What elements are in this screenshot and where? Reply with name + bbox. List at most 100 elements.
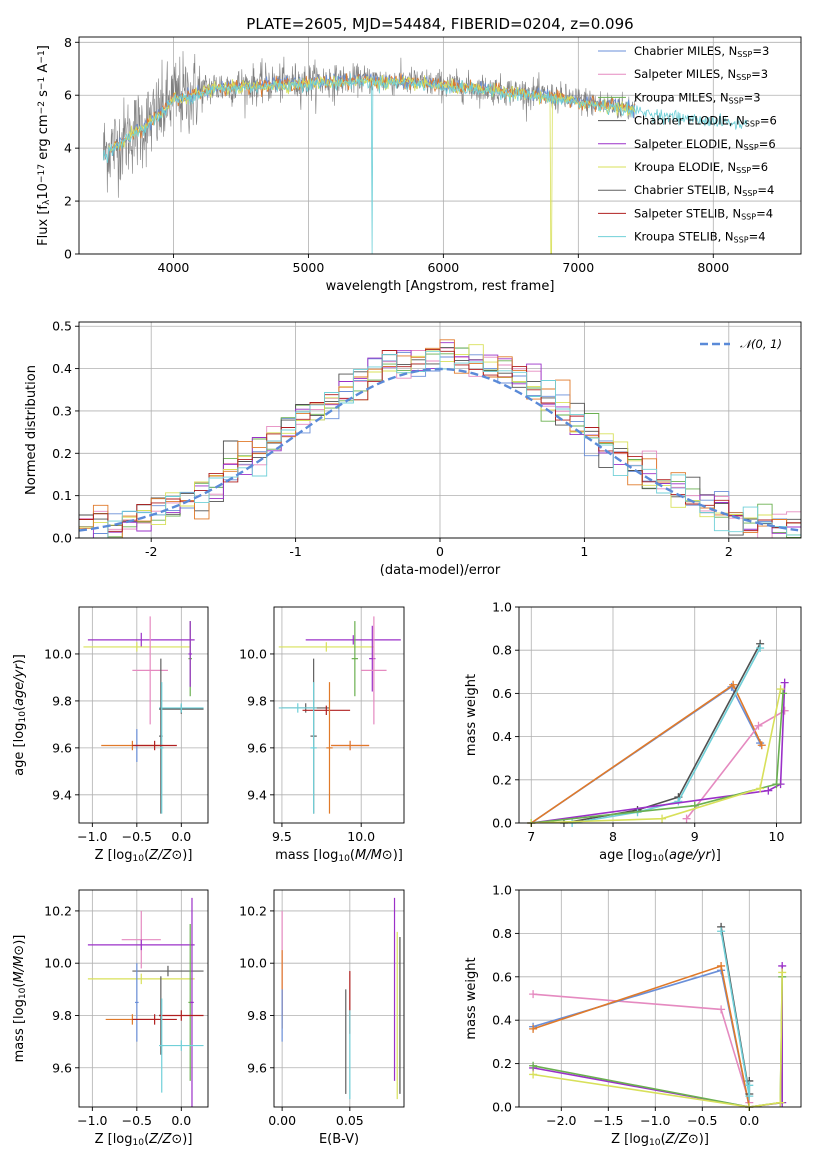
massZ-xlabel-part: Z [log [95,1132,133,1147]
ageZ-xtick-label: −1.0 [77,829,107,844]
mwZ-xtick-label: 0.0 [739,1113,759,1128]
massweight-point-marker [729,680,738,689]
gaussian-reference-line [79,367,799,532]
spec-ylabel-part: Flux [f [36,205,51,246]
massZ-ylabel-part: ( [12,983,27,988]
mwage-xlabel-part: ( [664,848,669,863]
legend-entry-label-part: =4 [749,230,766,244]
massZ-ylabel-part: M/M⊙ [12,945,27,983]
legend-entry-label-part: SSP [734,236,749,245]
massweight-point-marker [776,1098,785,1107]
massZ-ylabel-part: mass [log [12,999,27,1062]
mwage-xlabel-part: 10 [652,854,664,864]
spec-ylabel-part: ] [36,45,51,50]
massweight-series-line [531,688,782,823]
massweight-point-marker [674,797,683,806]
mwage-ylabel: mass weight [464,674,479,756]
spec-ytick-label: 4 [64,141,72,156]
legend-entry-label: Chabrier STELIB, NSSP=4 [634,183,774,198]
legend-entry-label-part: SSP [736,166,751,175]
agemass-xlabel-part: M/M⊙ [355,848,393,863]
ageZ-xlabel-part: Z [log [95,848,133,863]
legend-entry-label: Chabrier ELODIE, NSSP=6 [634,114,777,129]
age-vs-mass-panel: 9.5 10.0 9.4 9.6 9.8 10.0 mass [log10(M/M⊙)] [239,606,405,864]
massEBV-ytick-label: 9.6 [247,1060,267,1075]
massweight-point-marker [658,814,667,823]
agemass-xlabel-part: )] [393,848,403,863]
mwage-ytick-label: 0.6 [492,686,512,701]
massweight-point-marker [756,644,765,653]
massweight-series-line [531,693,784,823]
massweight-point-marker [778,968,787,977]
legend-entry-label: Kroupa STELIB, NSSP=4 [634,230,766,245]
mwZ-ytick-label: 0.4 [492,1013,512,1028]
massZ-ytick-label: 10.0 [44,956,72,971]
residuals-panel: -2 -1 0 1 2 0.0 0.1 0.2 0.3 0.4 0.5 (data-model)/er… [24,319,802,578]
spec-ytick-label: 2 [64,194,72,209]
massZ-xtick-label: 0.0 [171,1113,191,1128]
mwage-xlabel-part: age/yr [669,848,712,863]
legend-entry-label-part: =6 [751,160,768,174]
ageZ-ylabel-part: ( [12,706,27,711]
ageZ-frame [78,606,209,824]
legend-entry-label-part: SSP [737,50,752,59]
mwZ-ytick-label: 0.0 [492,1100,512,1115]
massweight-point-marker [717,1005,726,1014]
legend-entry-label-part: SSP [729,96,744,105]
ageZ-xlabel: Z [log10(Z/Z⊙)] [95,848,193,864]
agemass-ytick-label: 9.8 [247,693,267,708]
spectrum-panel: 4000 5000 6000 7000 8000 0 2 4 6 8 wavelength [Ang… [36,35,802,294]
res-ytick-label: 0.5 [52,319,72,334]
massweight-point-marker [529,1070,538,1079]
massweight-series-line [531,682,786,823]
mwZ-xtick-label: −1.5 [593,1113,623,1128]
agemass-xlabel-part: 10 [338,854,350,864]
legend-entry-label-part: SSP [741,212,756,221]
mwage-ytick-label: 0.2 [492,772,512,787]
massZ-xlabel-part: ( [144,1132,149,1147]
ageZ-ylabel-part: age/yr [12,663,27,706]
mwage-xtick-label: 7 [527,829,535,844]
spec-ytick-label: 6 [64,88,72,103]
res-xtick-label: -2 [145,544,157,559]
spec-ylabel-part: −1 [37,50,47,63]
mwage-ylabel-part: mass weight [464,674,479,756]
mwZ-ylabel-part: mass weight [464,957,479,1039]
legend-entry-label-part: SSP [742,189,757,198]
legend-entry-label: Chabrier MILES, NSSP=3 [634,44,769,59]
spec-ylabel-part: erg cm [36,114,51,163]
mass-vs-ebv-panel: 0.00 0.05 9.6 9.8 10.0 10.2 E(B-V) [239,889,405,1147]
ageZ-xtick-label: 0.0 [171,829,191,844]
massweight-point-marker [780,678,789,687]
res-ylabel-part: Normed distribution [24,365,39,495]
mwage-xlabel-part: age [log [599,848,652,863]
age-vs-metallicity-panel: −1.0 −0.5 0.09.49.69.810.0Z [log10(Z/Z⊙)]a… [12,606,209,864]
spec-ytick-label: 0 [64,247,72,262]
spec-ylabel-part: −2 [37,101,47,114]
ageZ-ylabel-part: age [log [12,723,27,776]
legend-entry-label-part: =4 [757,183,774,197]
massZ-xlabel-part: 10 [133,1138,145,1148]
res-ytick-label: 0.4 [52,361,72,376]
ageZ-ylabel-part: )] [12,654,27,664]
spec-xtick-label: 4000 [158,260,190,275]
massweight-series-line [571,647,761,823]
agemass-ytick-label: 9.6 [247,740,267,755]
massweight-point-marker [529,990,538,999]
legend-entry-label-part: SSP [744,143,759,152]
res-ytick-label: 0.3 [52,403,72,418]
mwZ-xlabel-part: 10 [649,1138,661,1148]
spec-ylabel-part: −17 [37,164,47,183]
massZ-xlabel-part: )] [182,1132,192,1147]
agemass-frame [273,606,405,824]
spec-xtick-label: 5000 [293,260,325,275]
ageZ-ytick-label: 10.0 [44,646,72,661]
legend-gaussian-label: 𝒩(0, 1) [740,337,782,351]
legend-entry-label-part: Kroupa MILES, N [634,90,729,104]
legend-entry-label-part: Chabrier MILES, N [634,44,737,58]
spec-xtick-label: 6000 [427,260,459,275]
legend-entry-label: Salpeter MILES, NSSP=3 [634,67,768,82]
mwZ-xtick-label: −0.5 [687,1113,717,1128]
mwZ-ylabel: mass weight [464,957,479,1039]
mwZ-ytick-label: 0.2 [492,1056,512,1071]
